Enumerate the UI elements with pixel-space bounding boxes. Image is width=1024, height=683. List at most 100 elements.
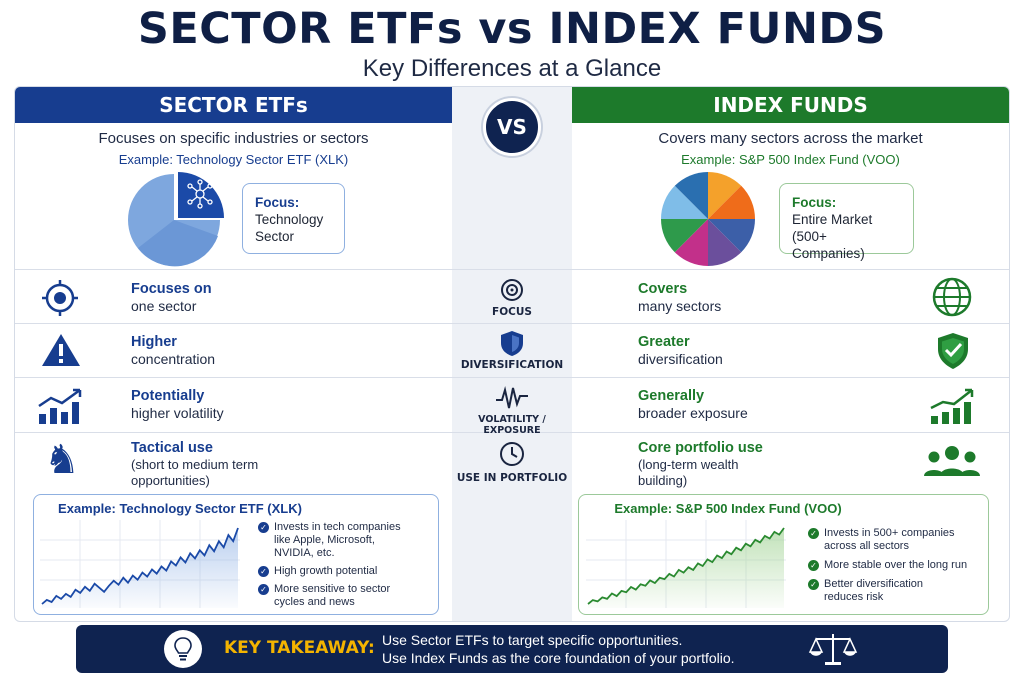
index-chart-title: Example: S&P 500 Index Fund (VOO) xyxy=(614,501,842,516)
pie-slice-3 xyxy=(708,219,755,253)
sector-feature-title: Higher xyxy=(131,334,177,350)
check-icon: ✓ xyxy=(258,566,269,577)
index-feature-title: Generally xyxy=(638,388,705,404)
index-feature-sub: many sectors xyxy=(638,298,722,314)
focus-target-icon xyxy=(501,279,523,301)
sector-feature-title: Potentially xyxy=(131,388,205,404)
network-icon xyxy=(187,179,213,209)
middle-label-volatility: VOLATILITY / EXPOSURE xyxy=(478,414,546,436)
check-icon: ✓ xyxy=(258,522,269,533)
page-subtitle: Key Differences at a Glance xyxy=(362,55,662,82)
sector-line-chart xyxy=(40,520,240,608)
vs-badge: VS xyxy=(483,98,541,156)
sector-pie-chart xyxy=(128,172,224,267)
takeaway-line1: Use Sector ETFs to target specific oppor… xyxy=(382,632,683,648)
index-funds-header: INDEX FUNDS xyxy=(572,87,1009,123)
pie-slice-7 xyxy=(661,185,708,219)
sector-focus-box: Focus: Technology Sector xyxy=(242,183,345,254)
sector-feature-sub: higher volatility xyxy=(131,405,224,421)
index-feature-sub: diversification xyxy=(638,351,723,367)
rising-bars-icon xyxy=(930,388,974,424)
bullet-text: Invests in 500+ companies xyxy=(824,527,955,539)
index-example: Example: S&P 500 Index Fund (VOO) xyxy=(681,152,900,167)
index-feature-title: Greater xyxy=(638,334,690,350)
people-icon xyxy=(924,446,980,476)
bullet-item: ✓ Invests in tech companies like Apple, … xyxy=(256,521,434,560)
row-divider xyxy=(15,323,1009,324)
sector-bullet-list: ✓ Invests in tech companies like Apple, … xyxy=(256,521,434,609)
rising-bars-icon xyxy=(38,388,82,424)
takeaway-line2: Use Index Funds as the core foundation o… xyxy=(382,650,735,666)
shield-check-icon xyxy=(938,333,968,369)
warning-icon xyxy=(42,334,80,366)
sector-focus-label: Focus: xyxy=(255,195,300,210)
bullet-item: ✓ High growth potential xyxy=(256,565,434,578)
index-focus-line1: Entire Market xyxy=(792,212,873,227)
globe-icon xyxy=(932,277,972,317)
check-icon: ✓ xyxy=(258,584,269,595)
bullet-item: ✓ Better diversification reduces risk xyxy=(806,578,986,604)
bullet-text: across all sectors xyxy=(824,540,909,552)
middle-label-portfolio: USE IN PORTFOLIO xyxy=(456,472,568,484)
bullet-item: ✓ More sensitive to sector cycles and ne… xyxy=(256,583,434,609)
sector-description: Focuses on specific industries or sector… xyxy=(98,130,369,147)
lightbulb-icon xyxy=(164,630,202,668)
index-focus-label: Focus: xyxy=(792,195,837,210)
index-focus-line2: (500+ Companies) xyxy=(792,229,865,261)
row-divider xyxy=(15,432,1009,433)
row-divider xyxy=(15,377,1009,378)
sector-series-line xyxy=(41,527,239,605)
pie-slice-4 xyxy=(708,219,742,266)
bullet-text: cycles and news xyxy=(274,596,355,608)
page-title: SECTOR ETFs vs INDEX FUNDS xyxy=(137,4,887,54)
sector-feature-sub: one sector xyxy=(131,298,197,314)
index-bullet-list: ✓ Invests in 500+ companies across all s… xyxy=(806,527,986,604)
check-icon: ✓ xyxy=(808,528,819,539)
bullet-text: High growth potential xyxy=(274,565,378,577)
sector-feature-sub: concentration xyxy=(131,351,216,367)
pie-slice-other-lower xyxy=(138,220,218,267)
pie-slice-2 xyxy=(708,185,755,219)
volatility-wave-icon xyxy=(496,386,528,409)
bullet-text: reduces risk xyxy=(824,591,884,603)
index-feature-sub2: building) xyxy=(638,473,688,488)
sector-feature-title: Focuses on xyxy=(131,281,212,297)
key-takeaway-banner: KEY TAKEAWAY: Use Sector ETFs to target … xyxy=(76,625,948,673)
middle-label-focus: FOCUS xyxy=(492,306,532,318)
target-icon xyxy=(42,280,78,316)
check-icon: ✓ xyxy=(808,560,819,571)
sector-area xyxy=(42,528,238,608)
pie-slice-8 xyxy=(674,172,708,219)
sector-feature-sub: (short to medium term xyxy=(131,457,259,472)
pie-slice-5 xyxy=(674,219,708,266)
index-area xyxy=(588,528,784,608)
bullet-text: Better diversification xyxy=(824,578,924,590)
takeaway-label: KEY TAKEAWAY: xyxy=(224,638,375,658)
pie-slice-technology xyxy=(178,172,224,218)
index-series-line xyxy=(587,527,785,605)
pie-slice-1 xyxy=(708,172,742,219)
pie-slice-6 xyxy=(661,219,708,253)
scales-icon xyxy=(808,634,858,665)
sector-focus-line1: Technology xyxy=(255,212,324,227)
sector-focus-line2: Sector xyxy=(255,229,295,244)
index-feature-sub: broader exposure xyxy=(638,405,748,421)
sector-etfs-header: SECTOR ETFs xyxy=(15,87,452,123)
clock-icon xyxy=(500,442,524,466)
index-description: Covers many sectors across the market xyxy=(658,130,923,147)
bullet-item: ✓ Invests in 500+ companies across all s… xyxy=(806,527,986,553)
bullet-text: like Apple, Microsoft, xyxy=(274,534,375,546)
index-feature-sub: (long-term wealth xyxy=(638,457,739,472)
index-line-chart xyxy=(586,520,786,608)
bullet-item: ✓ More stable over the long run xyxy=(806,559,986,572)
index-feature-title: Core portfolio use xyxy=(638,440,763,456)
bullet-text: NVIDIA, etc. xyxy=(274,547,335,559)
sector-feature-sub2: opportunities) xyxy=(131,473,210,488)
index-feature-title: Covers xyxy=(638,281,688,297)
bullet-text: More sensitive to sector xyxy=(274,583,391,595)
index-pie-chart xyxy=(661,172,755,266)
check-icon: ✓ xyxy=(808,579,819,590)
index-focus-box: Focus: Entire Market (500+ Companies) xyxy=(779,183,914,261)
shield-icon xyxy=(501,331,523,356)
bullet-text: More stable over the long run xyxy=(824,559,968,571)
